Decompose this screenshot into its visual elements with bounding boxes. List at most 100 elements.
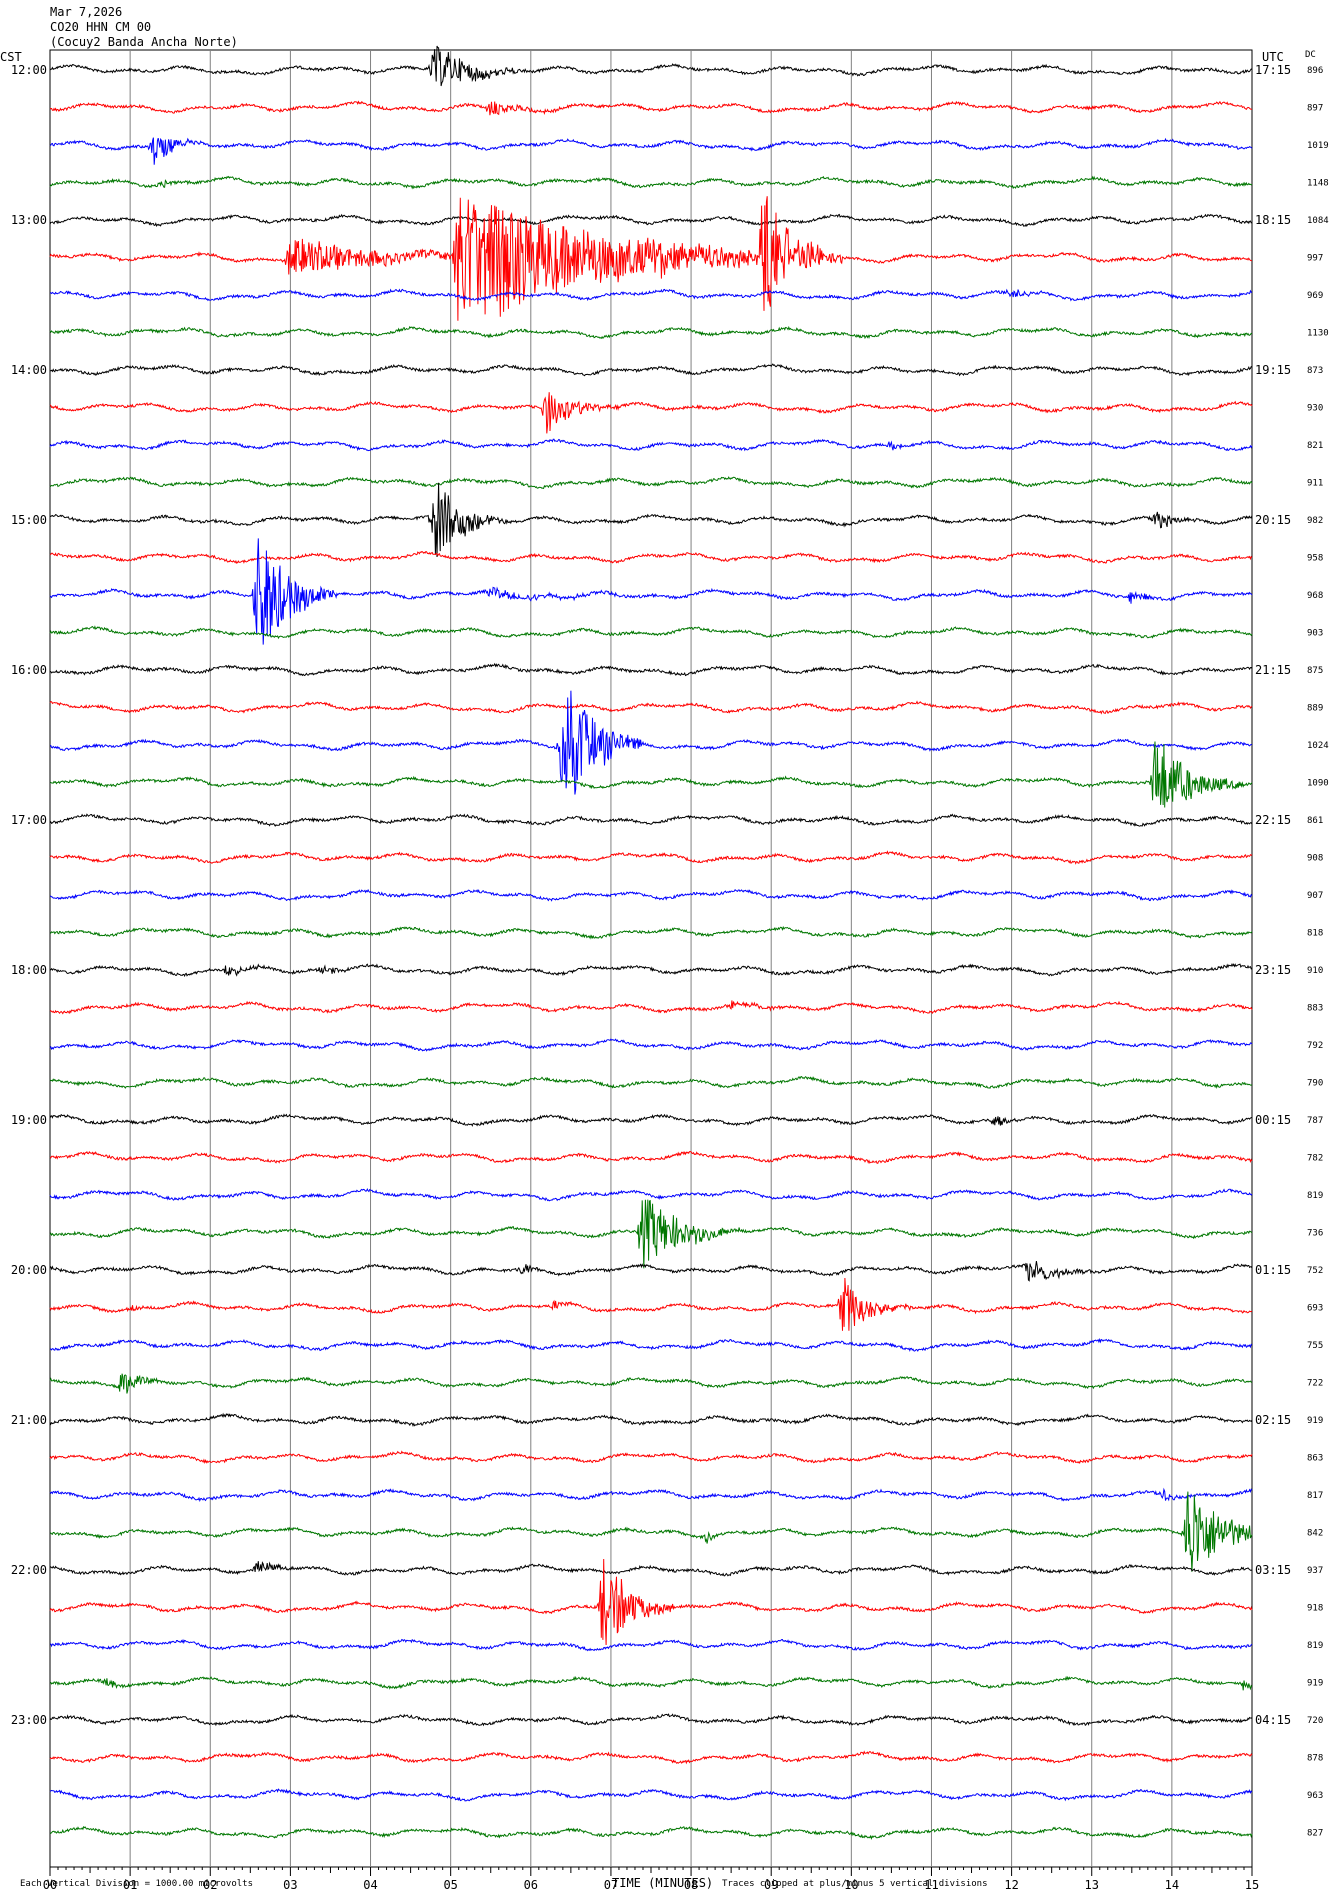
dc-value: 863	[1307, 1454, 1323, 1464]
seismic-trace	[49, 482, 1253, 558]
dc-value: 910	[1307, 966, 1323, 976]
dc-value: 1090	[1307, 779, 1329, 789]
dc-value: 958	[1307, 554, 1323, 564]
seismic-trace	[49, 1638, 1253, 1652]
dc-value: 907	[1307, 891, 1323, 901]
dc-value: 883	[1307, 1004, 1323, 1014]
seismic-trace	[49, 690, 1253, 795]
seismic-trace	[49, 45, 1253, 87]
seismic-trace	[49, 625, 1253, 640]
cst-hour-label: 23:00	[11, 1713, 47, 1727]
cst-hour-label: 20:00	[11, 1263, 47, 1277]
seismic-trace	[49, 1261, 1253, 1282]
cst-hour-label: 15:00	[11, 513, 47, 527]
x-tick-label: 13	[1085, 1878, 1099, 1892]
dc-value: 787	[1307, 1116, 1323, 1126]
dc-value: 827	[1307, 1829, 1323, 1839]
seismic-trace	[49, 538, 1253, 645]
seismic-trace	[49, 1000, 1253, 1015]
x-axis-title: TIME (MINUTES)	[612, 1876, 714, 1890]
dc-value: 873	[1307, 366, 1323, 376]
dc-value: 819	[1307, 1641, 1323, 1651]
cst-hour-label: 21:00	[11, 1413, 47, 1427]
dc-value: 821	[1307, 441, 1323, 451]
dc-value: 861	[1307, 816, 1323, 826]
dc-value: 782	[1307, 1154, 1323, 1164]
seismic-trace	[49, 1750, 1253, 1765]
seismic-trace	[49, 1151, 1253, 1164]
x-tick-label: 11	[924, 1878, 938, 1892]
utc-hour-label: 18:15	[1255, 213, 1291, 227]
seismic-trace	[49, 476, 1253, 490]
seismic-trace	[49, 288, 1253, 302]
cst-hour-label: 12:00	[11, 63, 47, 77]
seismic-trace	[49, 325, 1253, 340]
utc-hour-label: 01:15	[1255, 1263, 1291, 1277]
x-tick-label: 09	[764, 1878, 778, 1892]
seismic-trace	[49, 392, 1253, 434]
seismic-trace	[49, 438, 1253, 452]
dc-value: 982	[1307, 516, 1323, 526]
header-channel: CO20 HHN CM 00	[50, 20, 152, 34]
dc-value: 878	[1307, 1754, 1323, 1764]
seismic-trace	[49, 813, 1253, 827]
dc-value: 897	[1307, 104, 1323, 114]
x-tick-label: 03	[283, 1878, 297, 1892]
seismic-trace	[49, 1188, 1253, 1202]
dc-value: 1130	[1307, 329, 1329, 339]
seismic-trace	[49, 175, 1253, 190]
cst-hour-label: 16:00	[11, 663, 47, 677]
x-tick-label: 05	[443, 1878, 457, 1892]
utc-hour-label: 00:15	[1255, 1113, 1291, 1127]
cst-hour-label: 18:00	[11, 963, 47, 977]
seismic-trace	[49, 850, 1253, 865]
seismic-trace	[49, 1373, 1253, 1394]
x-tick-label: 12	[1004, 1878, 1018, 1892]
dc-title: DC	[1305, 50, 1316, 60]
dc-value: 722	[1307, 1379, 1323, 1389]
dc-value: 919	[1307, 1416, 1323, 1426]
seismic-trace	[49, 1558, 1253, 1646]
seismic-trace	[50, 363, 1252, 377]
grid-lines	[49, 49, 1253, 1876]
dc-value: 755	[1307, 1341, 1323, 1351]
utc-hour-label: 04:15	[1255, 1713, 1291, 1727]
seismic-trace	[49, 1450, 1253, 1465]
cst-hour-label: 13:00	[11, 213, 47, 227]
dc-value: 736	[1307, 1229, 1323, 1239]
dc-value: 903	[1307, 629, 1323, 639]
dc-value: 919	[1307, 1679, 1323, 1689]
seismic-trace	[49, 662, 1253, 677]
x-tick-label: 10	[844, 1878, 858, 1892]
header-date: Mar 7,2026	[50, 5, 123, 19]
seismic-trace	[49, 700, 1253, 715]
cst-hour-label: 19:00	[11, 1113, 47, 1127]
dc-value: 997	[1307, 254, 1323, 264]
seismic-trace	[49, 1825, 1253, 1841]
utc-hour-label: 19:15	[1255, 363, 1291, 377]
seismic-trace	[49, 1337, 1253, 1352]
seismic-trace	[49, 1713, 1253, 1727]
trace-group	[49, 45, 1253, 1841]
seismic-trace	[49, 551, 1253, 564]
cst-hour-label: 22:00	[11, 1563, 47, 1577]
seismic-trace	[49, 1675, 1253, 1691]
cst-hour-label: 17:00	[11, 813, 47, 827]
x-tick-label: 04	[363, 1878, 377, 1892]
seismic-trace	[49, 1491, 1253, 1572]
dc-value: 1148	[1307, 179, 1329, 189]
seismic-trace	[49, 963, 1253, 978]
utc-hour-label: 03:15	[1255, 1563, 1291, 1577]
dc-value: 908	[1307, 854, 1323, 864]
seismic-trace	[49, 1487, 1253, 1502]
seismic-trace	[49, 925, 1253, 940]
dc-value: 918	[1307, 1604, 1323, 1614]
x-tick-label: 00	[43, 1878, 57, 1892]
seismic-trace	[49, 1561, 1253, 1577]
dc-value: 930	[1307, 404, 1323, 414]
utc-hour-label: 23:15	[1255, 963, 1291, 977]
x-tick-label: 01	[123, 1878, 137, 1892]
seismic-trace	[49, 1113, 1253, 1127]
dc-value: 693	[1307, 1304, 1323, 1314]
seismic-trace	[49, 1412, 1253, 1427]
